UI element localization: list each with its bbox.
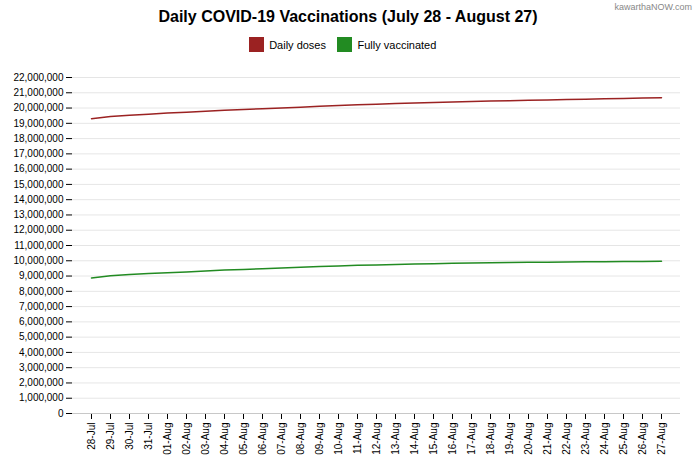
svg-text:11,000,000: 11,000,000 [14,239,64,250]
svg-text:09-Aug: 09-Aug [314,422,325,454]
svg-text:07-Aug: 07-Aug [276,422,287,454]
svg-text:17-Aug: 17-Aug [466,422,477,454]
svg-text:11-Aug: 11-Aug [352,422,363,454]
svg-text:9,000,000: 9,000,000 [19,270,64,281]
svg-text:19,000,000: 19,000,000 [13,117,63,128]
html-text:Daily doses: Daily doses [269,38,326,51]
svg-text:04-Aug: 04-Aug [219,422,230,454]
svg-text:15,000,000: 15,000,000 [13,178,63,189]
svg-text:31-Jul: 31-Jul [143,422,154,449]
svg-text:18-Aug: 18-Aug [485,422,496,454]
svg-text:22-Aug: 22-Aug [561,422,572,454]
svg-text:23-Aug: 23-Aug [580,422,591,454]
svg-text:21,000,000: 21,000,000 [13,86,63,97]
svg-text:26-Aug: 26-Aug [637,422,648,454]
svg-text:29-Jul: 29-Jul [105,422,116,449]
svg-text:19-Aug: 19-Aug [504,422,515,454]
svg-text:6,000,000: 6,000,000 [19,316,64,327]
svg-text:08-Aug: 08-Aug [295,422,306,454]
svg-text:13,000,000: 13,000,000 [13,209,63,220]
svg-text:28-Jul: 28-Jul [86,422,97,449]
svg-text:12-Aug: 12-Aug [371,422,382,454]
svg-text:17,000,000: 17,000,000 [13,148,63,159]
svg-text:18,000,000: 18,000,000 [13,132,63,143]
svg-text:20,000,000: 20,000,000 [13,102,63,113]
svg-text:2,000,000: 2,000,000 [19,377,64,388]
svg-text:25-Aug: 25-Aug [618,422,629,454]
svg-text:20-Aug: 20-Aug [523,422,534,454]
svg-text:24-Aug: 24-Aug [599,422,610,454]
svg-text:16,000,000: 16,000,000 [13,163,63,174]
svg-text:30-Jul: 30-Jul [124,422,135,449]
svg-text:5,000,000: 5,000,000 [19,331,64,342]
html-text:Fully vaccinated: Fully vaccinated [357,38,437,51]
svg-text:10-Aug: 10-Aug [333,422,344,454]
svg-text:12,000,000: 12,000,000 [13,224,63,235]
svg-text:16-Aug: 16-Aug [447,422,458,454]
html-text:Daily COVID-19 Vaccinations (J: Daily COVID-19 Vaccinations (July 28 - A… [158,8,538,25]
svg-text:0: 0 [58,407,64,418]
svg-text:03-Aug: 03-Aug [200,422,211,454]
svg-text:01-Aug: 01-Aug [162,422,173,454]
html-text:kawarthaNOW.com: kawarthaNOW.com [614,2,692,12]
svg-text:14-Aug: 14-Aug [409,422,420,454]
svg-text:21-Aug: 21-Aug [542,422,553,454]
svg-text:1,000,000: 1,000,000 [19,392,64,403]
svg-text:02-Aug: 02-Aug [181,422,192,454]
svg-text:06-Aug: 06-Aug [257,422,268,454]
svg-text:27-Aug: 27-Aug [656,422,667,454]
svg-text:22,000,000: 22,000,000 [13,71,63,82]
svg-text:3,000,000: 3,000,000 [19,361,64,372]
svg-text:05-Aug: 05-Aug [238,422,249,454]
svg-text:4,000,000: 4,000,000 [19,346,64,357]
svg-text:8,000,000: 8,000,000 [19,285,64,296]
svg-text:14,000,000: 14,000,000 [13,193,63,204]
svg-text:13-Aug: 13-Aug [390,422,401,454]
svg-text:7,000,000: 7,000,000 [19,300,64,311]
svg-text:10,000,000: 10,000,000 [13,254,63,265]
svg-text:15-Aug: 15-Aug [428,422,439,454]
